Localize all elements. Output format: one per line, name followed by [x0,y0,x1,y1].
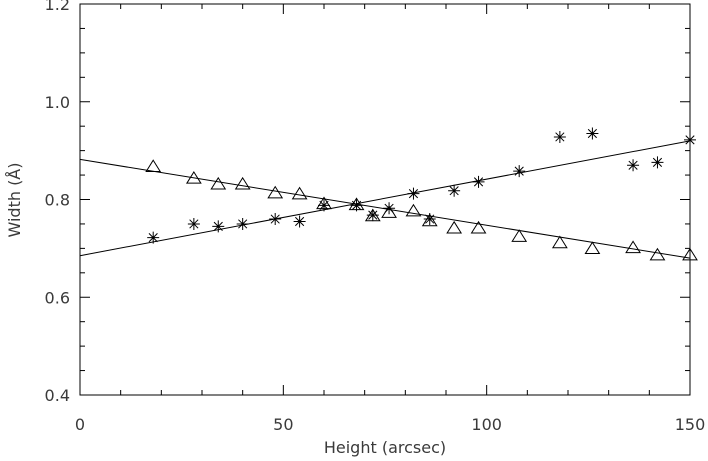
tick-labels: 0 50 100 150 0.4 0.6 0.8 1.0 1.2 [45,0,706,434]
triangle-point [421,213,438,227]
x-axis-title: Height (arcsec) [324,438,446,457]
asterisk-point [212,220,225,233]
fit-line-asterisk [79,140,691,257]
triangle-point [470,220,487,234]
triangle-point [185,171,202,184]
y-tick-label: 1.2 [45,0,70,14]
y-tick-label: 0.8 [45,191,70,210]
asterisk-point [269,213,282,226]
asterisk-point [586,127,599,140]
triangle-point [551,235,568,249]
asterisk-point [684,133,696,146]
triangle-point [446,220,463,234]
asterisk-point [187,217,200,230]
asterisk-point [472,175,485,188]
asterisk-point [553,130,566,143]
y-tick-label: 0.6 [45,288,70,307]
triangle-point [584,241,601,255]
triangle-point [649,247,666,261]
y-axis-title: Width (Å) [5,163,24,238]
data-points [145,127,698,261]
x-tick-label: 0 [75,415,85,434]
asterisk-point [448,184,461,197]
asterisk-point [318,199,330,212]
asterisk-point [366,209,379,222]
asterisk-point [627,159,640,172]
triangle-point [511,229,528,242]
asterisk-point [236,217,249,230]
plot-frame [79,3,691,396]
x-tick-label: 100 [471,415,502,434]
triangle-point [682,247,698,261]
asterisk-point [293,215,306,228]
y-tick-label: 1.0 [45,93,70,112]
axis-ticks [79,3,691,396]
asterisk-point [423,213,436,226]
triangle-point [405,203,422,217]
asterisk-point [513,165,526,178]
asterisk-point [407,187,420,200]
fit-lines [79,140,691,259]
asterisk-point [383,202,396,215]
triangle-point [291,186,308,200]
y-tick-label: 0.4 [45,386,70,405]
asterisk-point [147,231,160,244]
triangle-point [145,159,162,172]
triangle-point [267,185,284,199]
x-tick-label: 150 [675,415,706,434]
asterisk-point [651,156,664,169]
triangle-point [625,240,641,254]
triangle-point [210,176,227,190]
asterisk-point [350,199,363,212]
triangle-point [234,176,251,190]
x-tick-label: 50 [273,415,293,434]
